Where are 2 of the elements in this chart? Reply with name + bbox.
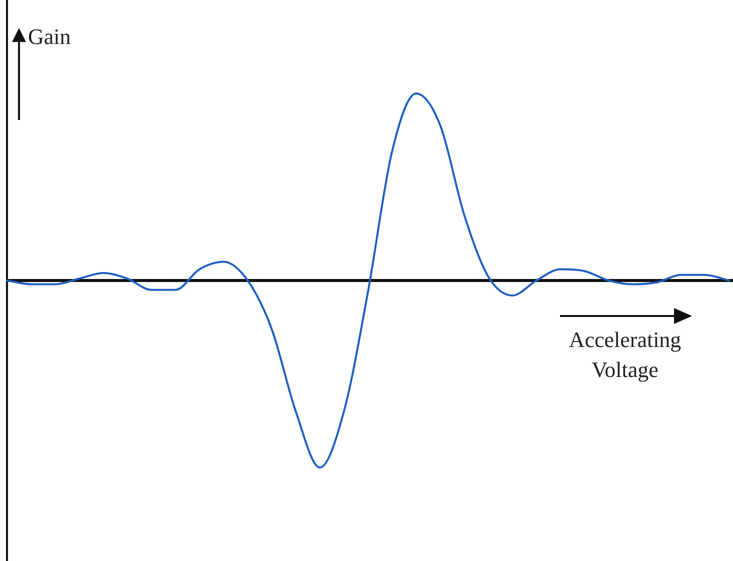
x-axis-title: Accelerating Voltage [568, 326, 682, 384]
y-axis-title: Gain [28, 23, 71, 51]
